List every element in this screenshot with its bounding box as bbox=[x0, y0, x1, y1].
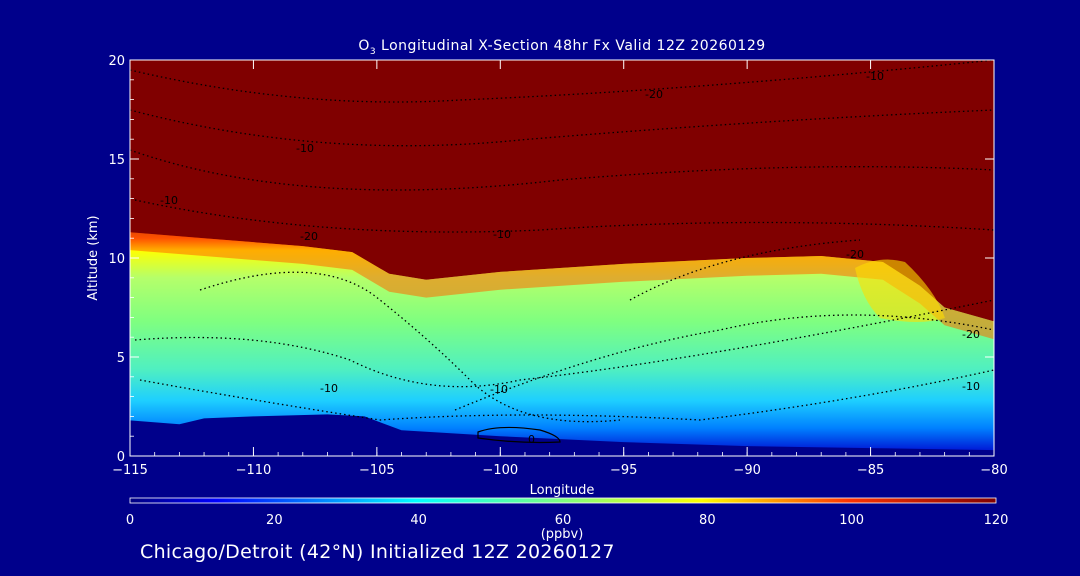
x-tick-label: −105 bbox=[359, 463, 395, 478]
high-ozone-band bbox=[130, 232, 994, 340]
contour-labels: -10 -10 -10 -20 -20 -10 -20 -10 -20 -10 … bbox=[160, 70, 980, 446]
contour-label: -10 bbox=[160, 194, 178, 207]
x-tick-label: −80 bbox=[980, 463, 1007, 478]
contour-line bbox=[130, 109, 994, 147]
high-ozone-plume bbox=[855, 259, 945, 322]
contour-line bbox=[454, 314, 994, 411]
x-tick-label: −95 bbox=[610, 463, 637, 478]
terrain-region bbox=[130, 414, 994, 456]
x-tick-label: −110 bbox=[236, 463, 272, 478]
colorbar-tick-label: 100 bbox=[839, 513, 864, 528]
contour-line bbox=[199, 271, 621, 423]
zero-contour bbox=[477, 426, 561, 444]
x-tick-label: −85 bbox=[857, 463, 884, 478]
colorbar-tick-label: 40 bbox=[410, 513, 427, 528]
colorbar-tick-label: 0 bbox=[126, 513, 134, 528]
contour-label: -20 bbox=[846, 248, 864, 261]
contour-label: 0 bbox=[528, 433, 535, 446]
contour-label: -10 bbox=[296, 142, 314, 155]
x-tick-label: −100 bbox=[482, 463, 518, 478]
y-tick-label: 0 bbox=[117, 450, 125, 465]
contour-label: -10 bbox=[493, 228, 511, 241]
contour-label: -10 bbox=[320, 382, 338, 395]
contour-label: -20 bbox=[962, 328, 980, 341]
y-tick-label: 20 bbox=[108, 54, 125, 69]
colorbar-tick-label: 60 bbox=[555, 513, 572, 528]
y-tick-label: 15 bbox=[108, 153, 125, 168]
y-tick-label: 10 bbox=[108, 252, 125, 267]
x-axis-label: Longitude bbox=[530, 483, 595, 498]
axes: −115 −110 −105 −100 −95 −90 −85 −80 0 5 10 15 20 bbox=[108, 54, 1007, 478]
colorbar-tick-label: 20 bbox=[266, 513, 283, 528]
contour-label: -20 bbox=[300, 230, 318, 243]
colorbar-tick-label: 80 bbox=[699, 513, 716, 528]
x-tick-label: −90 bbox=[733, 463, 760, 478]
footer-caption: Chicago/Detroit (42°N) Initialized 12Z 2… bbox=[140, 541, 615, 563]
colorbar-ticks: 0 20 40 60 80 100 120 bbox=[126, 513, 1009, 528]
x-tick-label: −115 bbox=[112, 463, 148, 478]
contour-line bbox=[139, 369, 994, 421]
contour-label: -20 bbox=[645, 88, 663, 101]
contour-label: -10 bbox=[962, 380, 980, 393]
y-tick-label: 5 bbox=[117, 351, 125, 366]
contour-label: -10 bbox=[490, 383, 508, 396]
colorbar-tick-label: 120 bbox=[984, 513, 1009, 528]
colorbar bbox=[129, 497, 997, 504]
stratospheric-ozone-region bbox=[130, 60, 994, 322]
colorbar-units: (ppbv) bbox=[541, 527, 584, 542]
contour-label: -10 bbox=[866, 70, 884, 83]
chart-title: O3 Longitudinal X-Section 48hr Fx Valid … bbox=[358, 38, 765, 57]
contour-lines bbox=[130, 60, 994, 423]
y-axis-label: Altitude (km) bbox=[86, 215, 101, 300]
plot-area: -10 -10 -10 -20 -20 -10 -20 -10 -20 -10 … bbox=[130, 60, 994, 456]
contour-line bbox=[134, 299, 994, 388]
